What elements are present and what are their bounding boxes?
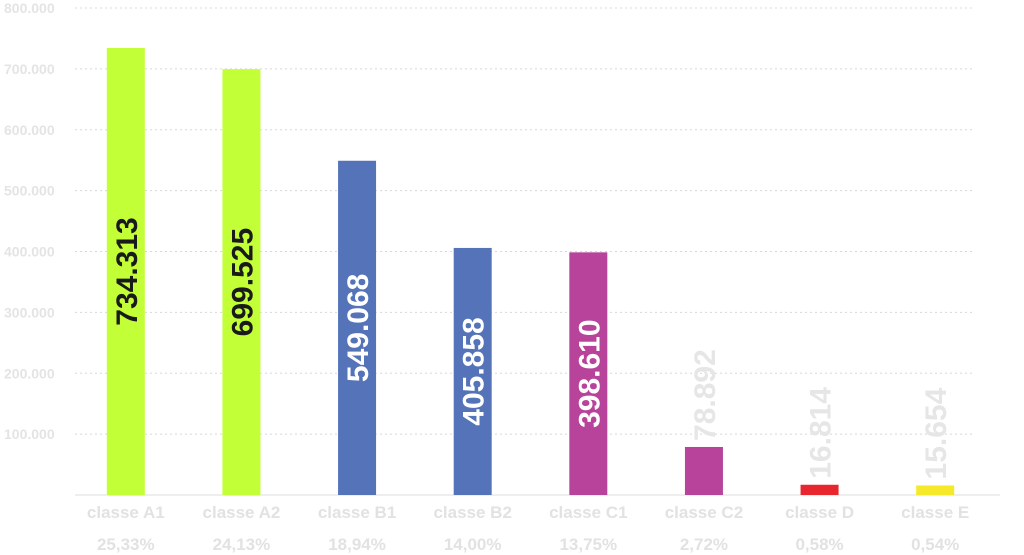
x-category-label: classe D — [785, 503, 854, 522]
x-percentage-label: 13,75% — [559, 535, 617, 554]
x-category-label: classe A2 — [203, 503, 281, 522]
y-axis-ticks: 100.000 200.000 300.000 400.000 500.000 600.0… — [4, 0, 55, 442]
y-tick-label: 500.000 — [4, 183, 55, 199]
bars: 734.313 699.525 549.068 405.858 398.610 78.89… — [106, 47, 955, 495]
x-percentage-label: 24,13% — [213, 535, 271, 554]
y-tick-label: 300.000 — [4, 304, 55, 320]
bar — [338, 160, 377, 495]
bar — [684, 446, 723, 495]
bar-value-label: 699.525 — [226, 228, 259, 336]
bar — [800, 484, 839, 495]
bar-value-label: 16.814 — [805, 387, 838, 479]
bar-value-label: 549.068 — [342, 274, 375, 382]
x-percentage-label: 2,72% — [680, 535, 728, 554]
x-category-label: classe E — [901, 503, 969, 522]
bar — [453, 247, 492, 495]
x-category-label: classe B1 — [318, 503, 396, 522]
bar — [569, 252, 608, 495]
bar — [916, 485, 955, 495]
x-axis-labels: classe A1 25,33% classe A2 24,13% classe B1 1… — [87, 503, 969, 554]
bar-value-label: 15.654 — [920, 387, 953, 479]
x-percentage-label: 25,33% — [97, 535, 155, 554]
x-category-label: classe C2 — [665, 503, 743, 522]
bar-value-label: 398.610 — [573, 319, 606, 427]
bar — [106, 47, 145, 495]
y-tick-label: 600.000 — [4, 122, 55, 138]
y-tick-label: 100.000 — [4, 426, 55, 442]
y-tick-label: 400.000 — [4, 244, 55, 260]
x-category-label: classe A1 — [87, 503, 165, 522]
x-percentage-label: 14,00% — [444, 535, 502, 554]
bar-value-label: 405.858 — [458, 317, 491, 425]
y-tick-label: 200.000 — [4, 365, 55, 381]
y-tick-label: 700.000 — [4, 61, 55, 77]
bar-value-label: 78.892 — [689, 349, 722, 441]
x-category-label: classe B2 — [433, 503, 511, 522]
bar — [222, 69, 261, 495]
y-tick-label: 800.000 — [4, 0, 55, 16]
x-category-label: classe C1 — [549, 503, 627, 522]
x-percentage-label: 18,94% — [328, 535, 386, 554]
bar-value-label: 734.313 — [111, 217, 144, 325]
gridlines — [75, 7, 972, 435]
x-percentage-label: 0,58% — [795, 535, 843, 554]
x-percentage-label: 0,54% — [911, 535, 959, 554]
